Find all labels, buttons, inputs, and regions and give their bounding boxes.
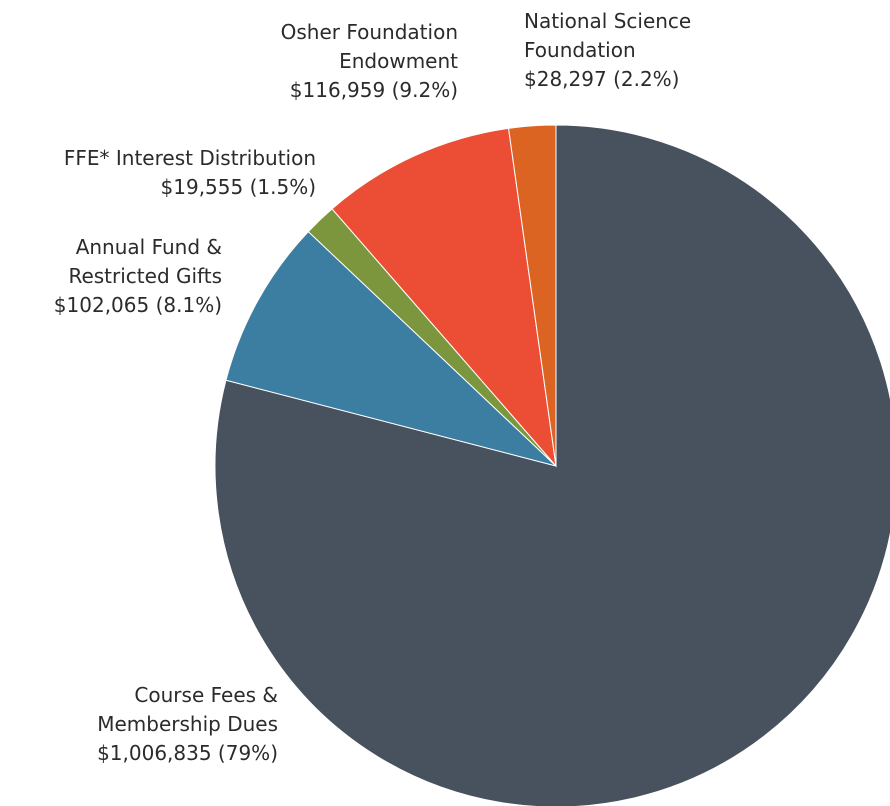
label-osher: Osher Foundation Endowment $116,959 (9.2… bbox=[281, 18, 458, 105]
label-ffe-interest-value: $19,555 (1.5%) bbox=[160, 175, 316, 199]
label-nsf-line-1: National Science bbox=[524, 9, 692, 33]
slice-nsf bbox=[507, 124, 557, 467]
label-annual-fund: Annual Fund & Restricted Gifts $102,065 … bbox=[54, 233, 222, 320]
label-annual-fund-line-2: Restricted Gifts bbox=[68, 264, 222, 288]
slice-osher bbox=[331, 127, 557, 468]
label-course-fees: Course Fees & Membership Dues $1,006,835… bbox=[97, 681, 278, 768]
label-annual-fund-value: $102,065 (8.1%) bbox=[53, 293, 222, 317]
label-nsf-line-2: Foundation bbox=[524, 38, 636, 62]
label-ffe-interest: FFE* Interest Distribution $19,555 (1.5%… bbox=[64, 144, 316, 202]
label-annual-fund-line-1: Annual Fund & bbox=[75, 235, 222, 259]
label-course-fees-line-2: Membership Dues bbox=[97, 712, 278, 736]
label-osher-line-2: Endowment bbox=[339, 49, 458, 73]
label-osher-value: $116,959 (9.2%) bbox=[289, 78, 458, 102]
label-ffe-interest-line-1: FFE* Interest Distribution bbox=[63, 146, 316, 170]
label-course-fees-line-1: Course Fees & bbox=[134, 683, 278, 707]
label-course-fees-value: $1,006,835 (79%) bbox=[97, 741, 278, 765]
label-nsf-value: $28,297 (2.2%) bbox=[524, 67, 680, 91]
label-osher-line-1: Osher Foundation bbox=[280, 20, 458, 44]
label-nsf: National Science Foundation $28,297 (2.2… bbox=[524, 7, 691, 94]
slice-annual-fund bbox=[225, 230, 557, 467]
